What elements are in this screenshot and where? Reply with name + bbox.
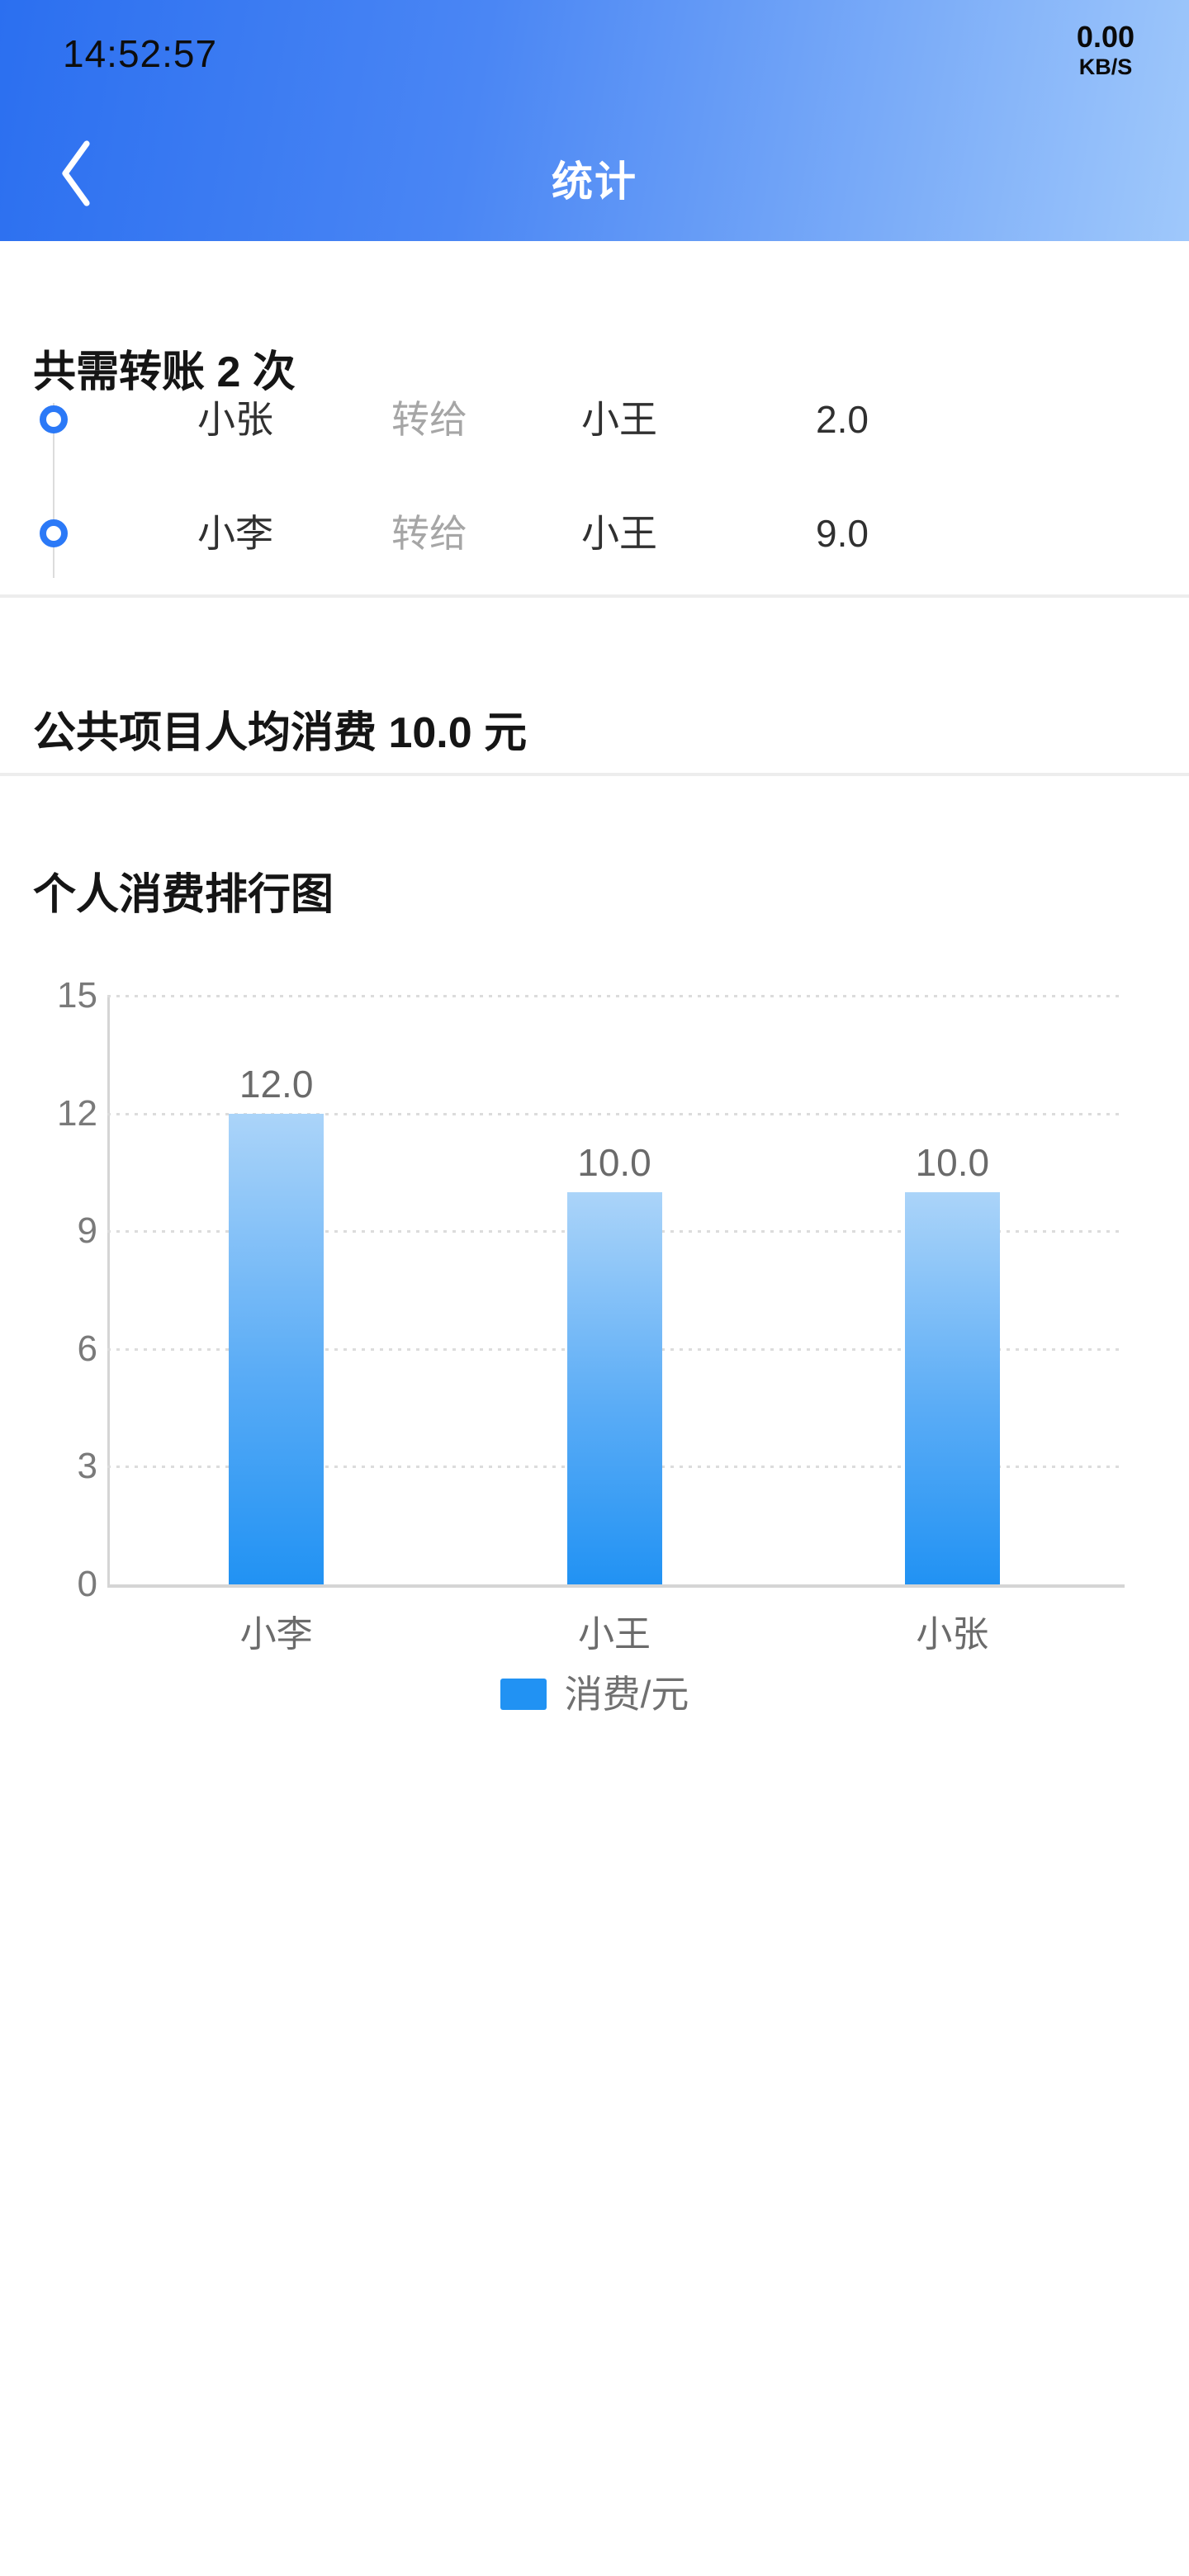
chart-gridline [107,1112,1121,1115]
average-consumption-text: 公共项目人均消费 10.0 元 [33,709,528,758]
x-axis-category-label: 小王 [578,1614,651,1655]
network-speed-value: 0.00 [1076,20,1135,54]
page-title: 统计 [552,159,637,205]
y-axis-tick-label: 15 [57,975,97,1016]
timeline-dot-icon [40,519,68,547]
bar-value-label: 10.0 [577,1140,651,1184]
y-axis-tick-label: 12 [57,1092,97,1134]
section-divider [0,773,1189,776]
transfer-amount: 9.0 [816,512,869,555]
transfer-row: 小张 转给 小王 2.0 [0,385,1189,454]
network-speed-unit: KB/S [1078,54,1133,79]
y-axis-tick-label: 6 [77,1328,97,1369]
chart-gridline [107,1347,1121,1351]
x-axis-category-label: 小张 [916,1614,989,1655]
timeline-connector [53,403,54,578]
legend-label: 消费/元 [564,1673,689,1716]
chart-y-axis-line [107,996,110,1586]
bar-小张 [904,1191,1000,1584]
timeline-dot-icon [40,405,68,433]
app-header: 14:52:57 0.00 KB/S 统计 [0,0,1189,241]
chart-gridline [107,995,1121,997]
bar-小李 [229,1113,324,1584]
x-axis-category-label: 小李 [239,1614,313,1655]
transfer-from: 小张 [197,398,273,441]
chart-x-axis-line [107,1584,1125,1588]
transfer-verb: 转给 [391,398,467,441]
y-axis-tick-label: 9 [77,1210,97,1252]
bar-小王 [566,1191,662,1584]
transfer-amount: 2.0 [816,398,869,441]
chart-legend: 消费/元 [0,1669,1189,1719]
y-axis-tick-label: 0 [77,1564,97,1604]
bar-value-label: 12.0 [239,1062,314,1106]
transfer-to: 小王 [581,398,657,441]
chart-heading: 个人消费排行图 [33,871,334,920]
network-speed-indicator: 0.00 KB/S [1077,20,1135,79]
transfer-to: 小王 [581,512,657,555]
transfers-heading: 共需转账 2 次 [33,348,296,397]
transfer-from: 小李 [197,512,273,555]
chart-gridline [107,1230,1121,1234]
chart-gridline [107,1466,1121,1469]
transfer-verb: 转给 [391,512,467,555]
transfer-row: 小李 转给 小王 9.0 [0,499,1189,568]
legend-color-swatch [500,1679,547,1710]
y-axis-tick-label: 3 [77,1446,97,1487]
bar-value-label: 10.0 [915,1140,990,1184]
status-bar-time: 14:52:57 [63,32,218,75]
back-chevron-icon [57,139,95,208]
section-divider [0,594,1189,598]
back-button[interactable] [43,130,109,216]
